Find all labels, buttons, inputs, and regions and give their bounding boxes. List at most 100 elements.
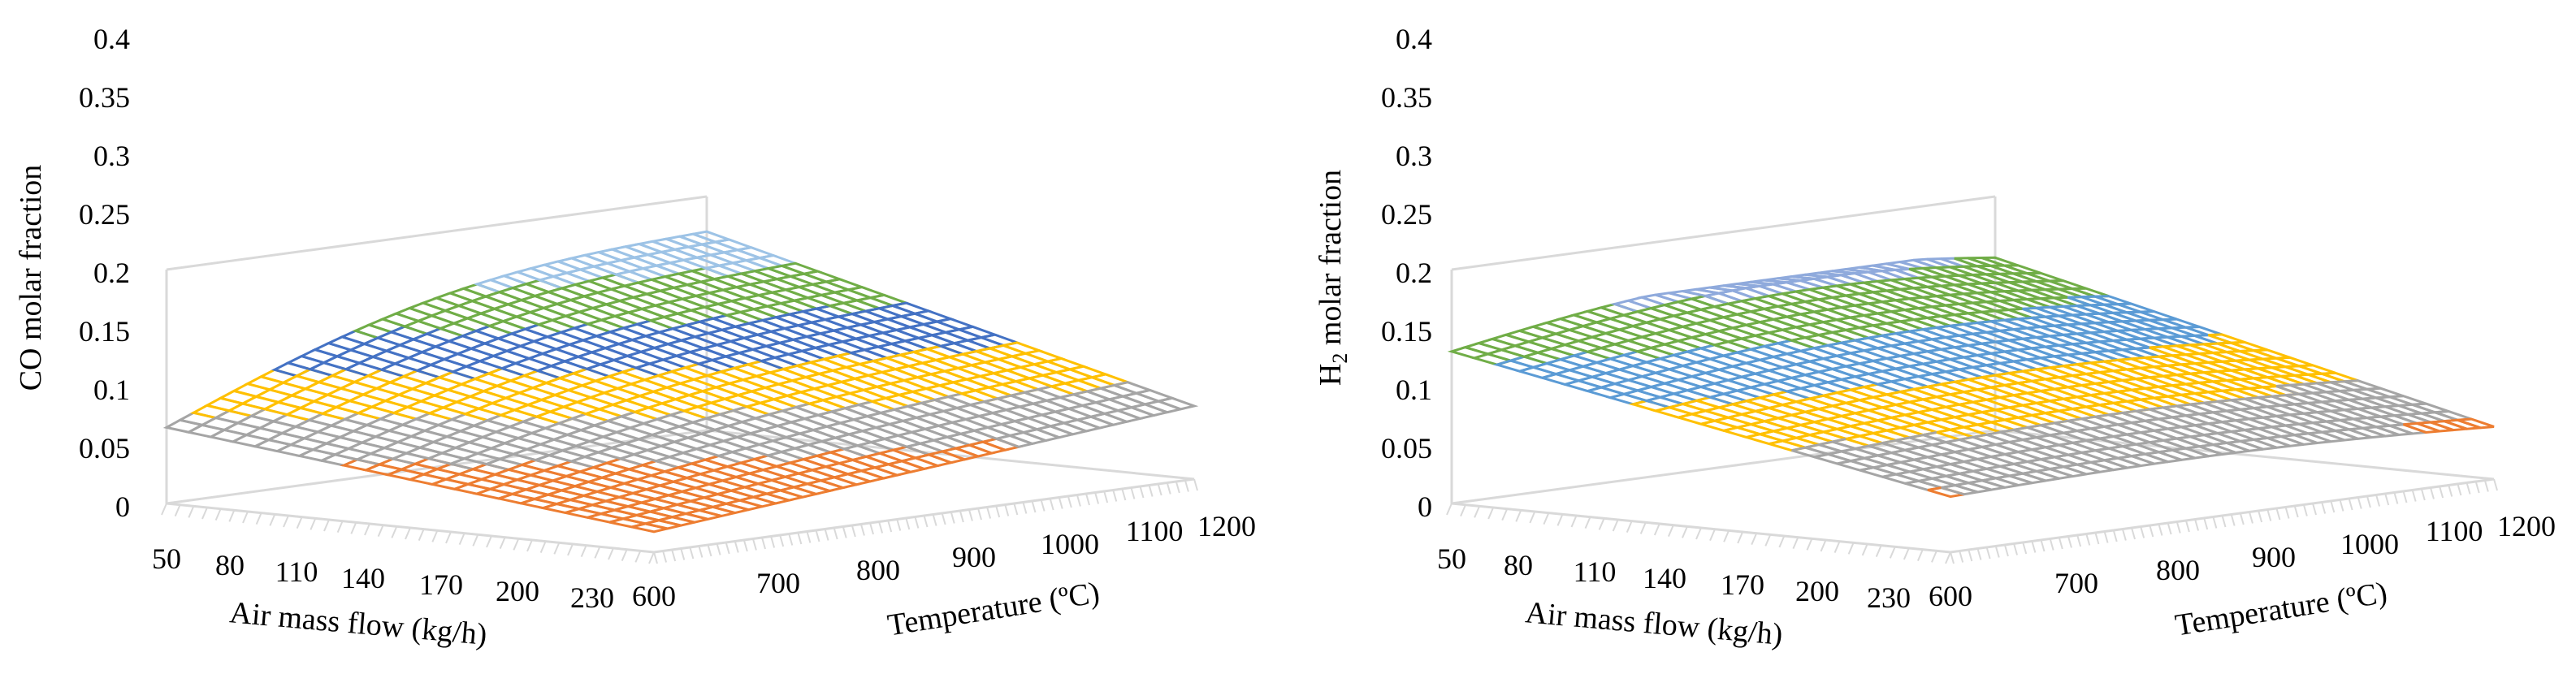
y-tick: 900 (952, 541, 996, 573)
temp-minor-tick (2003, 544, 2009, 557)
temp-minor-tick (896, 519, 902, 531)
flow-minor-tick (1847, 542, 1855, 555)
flow-minor-tick (1460, 504, 1466, 517)
temp-minor-tick (2167, 522, 2172, 535)
flow-minor-tick (1474, 505, 1481, 518)
y-tick: 600 (1929, 580, 1972, 612)
flow-minor-tick (1764, 534, 1772, 547)
flow-minor-tick (539, 541, 547, 554)
flow-minor-tick (1501, 508, 1509, 521)
flow-minor-tick (161, 503, 167, 516)
top-edge (166, 195, 708, 271)
flow-minor-tick (228, 509, 236, 522)
z-tick: 0 (1418, 490, 1432, 523)
flow-minor-tick (1834, 541, 1841, 554)
z-tick: 0.25 (79, 198, 130, 231)
temp-minor-tick (2429, 487, 2435, 499)
temp-minor-tick (950, 512, 955, 524)
temp-minor-tick (1175, 481, 1180, 494)
temp-minor-tick (742, 539, 748, 552)
flow-minor-tick (405, 527, 411, 540)
y-tick: 600 (632, 580, 676, 612)
temp-minor-tick (932, 514, 937, 526)
temp-minor-tick (1157, 483, 1162, 496)
temp-minor-tick (698, 546, 704, 558)
temp-minor-tick (653, 551, 658, 564)
flow-minor-tick (526, 539, 533, 552)
temp-minor-tick (1184, 480, 1189, 492)
temp-minor-tick (2121, 529, 2127, 541)
temp-minor-tick (887, 520, 893, 533)
z-tick: 0.15 (1381, 315, 1432, 348)
flow-minor-tick (1626, 521, 1633, 534)
temp-minor-tick (1031, 500, 1037, 513)
temp-minor-tick (2031, 541, 2037, 553)
y-tick: 1000 (2340, 528, 2399, 560)
flow-minor-tick (296, 516, 303, 529)
temp-minor-tick (1103, 490, 1109, 503)
flow-minor-tick (1723, 529, 1730, 542)
temp-minor-tick (662, 551, 668, 563)
chart-h2: 0 0.05 0.1 0.15 0.2 0.25 0.3 0.35 0.4 H2… (1314, 23, 2556, 652)
x-axis-label: Air mass flow (kg/h) (228, 595, 488, 652)
temp-minor-tick (707, 544, 712, 557)
z-tick: 0.35 (79, 81, 130, 114)
temp-minor-tick (959, 510, 964, 523)
flow-minor-tick (1820, 539, 1827, 552)
x-tick: 200 (1795, 575, 1839, 607)
temp-minor-tick (761, 537, 766, 550)
temp-minor-tick (716, 543, 721, 555)
temp-minor-tick (833, 527, 838, 540)
z-tick: 0.05 (79, 432, 130, 464)
flow-minor-tick (553, 542, 561, 555)
flow-minor-tick (1529, 511, 1536, 524)
z-tick: 0.2 (93, 257, 130, 289)
z-tick: 0.3 (1396, 140, 1432, 172)
temp-minor-tick (2448, 485, 2453, 497)
temp-minor-tick (1049, 498, 1054, 511)
flow-minor-tick (188, 505, 195, 518)
temp-minor-tick (2085, 534, 2091, 546)
flow-minor-tick (1945, 551, 1951, 564)
flow-minor-tick (323, 519, 330, 532)
x-tick: 230 (570, 581, 614, 614)
chart-h2-z-ticks: 0 0.05 0.1 0.15 0.2 0.25 0.3 0.35 0.4 (1381, 23, 1432, 523)
temp-minor-tick (1112, 490, 1118, 502)
y-tick: 900 (2252, 541, 2296, 573)
flow-minor-tick (445, 531, 452, 544)
chart-h2-y-ticks: 600 700 800 900 1000 1100 1200 (1929, 510, 2556, 612)
flow-minor-tick (1667, 525, 1674, 538)
z-tick: 0.1 (1396, 374, 1432, 406)
flow-minor-tick (634, 550, 642, 563)
temp-minor-tick (2058, 537, 2063, 550)
temp-minor-tick (725, 542, 730, 555)
y-tick: 1200 (2497, 510, 2556, 542)
flow-minor-tick (269, 513, 276, 526)
z-axis-label-main: H (1314, 364, 1348, 386)
y-tick: 1100 (2426, 515, 2483, 547)
z-tick: 0 (115, 490, 130, 523)
temp-minor-tick (1148, 485, 1154, 497)
temp-minor-tick (2194, 519, 2200, 531)
flow-minor-tick (1806, 538, 1813, 551)
temp-minor-tick (914, 516, 920, 529)
temp-minor-tick (1985, 547, 1991, 560)
z-axis-label: H2 molar fraction (1314, 170, 1352, 386)
temp-minor-tick (986, 507, 992, 519)
temp-minor-tick (2348, 498, 2353, 511)
temp-minor-tick (1013, 503, 1019, 516)
temp-minor-tick (2158, 524, 2163, 536)
x-tick: 80 (1504, 549, 1533, 581)
flow-minor-tick (1598, 517, 1605, 530)
x-tick: 110 (275, 555, 318, 588)
temp-minor-tick (680, 548, 686, 560)
temp-minor-tick (2221, 515, 2227, 528)
temp-minor-tick (2312, 503, 2317, 516)
temp-minor-tick (1976, 548, 1982, 560)
temp-minor-tick (1004, 504, 1010, 516)
temp-minor-tick (2067, 536, 2072, 548)
flow-minor-tick (621, 549, 628, 562)
temp-minor-tick (2339, 499, 2344, 512)
flow-minor-tick (336, 521, 344, 534)
